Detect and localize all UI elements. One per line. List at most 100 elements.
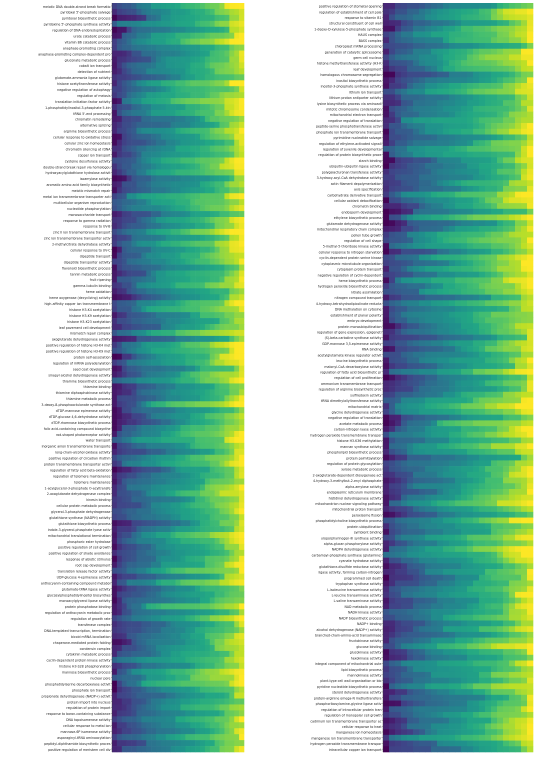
row-label: regulation of protein glycosylation <box>327 462 382 466</box>
heatmap-cell <box>156 615 162 622</box>
heatmap-cell <box>126 639 132 646</box>
heatmap-cell <box>239 14 245 22</box>
heatmap-cell <box>224 692 230 699</box>
row-label: 2-oxoglutarate-dependent dioxygenase act <box>313 473 383 477</box>
heatmap-cell <box>485 3 492 10</box>
heatmap-cell <box>521 145 528 152</box>
heatmap-cell <box>112 656 118 664</box>
heatmap-cell <box>407 191 414 198</box>
heatmap-cell <box>185 193 191 200</box>
heatmap-cell <box>141 341 147 349</box>
heatmap-cell <box>219 609 225 616</box>
heatmap-cell <box>131 383 137 390</box>
heatmap-cell <box>180 549 186 557</box>
heatmap-cell <box>175 460 181 467</box>
heatmap-cell <box>160 496 167 503</box>
heatmap-cell <box>401 100 408 107</box>
heatmap-cell <box>527 117 534 124</box>
heatmap-cell <box>160 579 167 586</box>
heatmap-cell <box>121 139 127 146</box>
heatmap-cell <box>209 324 215 331</box>
row-label: metal ion transmembrane transporter acti <box>43 195 111 199</box>
heatmap-cell <box>116 466 123 473</box>
heatmap-cell <box>527 203 534 210</box>
heatmap-cell <box>467 185 474 192</box>
heatmap-cell <box>239 508 245 515</box>
heatmap-cell <box>180 436 186 444</box>
heatmap-cell <box>160 157 167 164</box>
heatmap-cell <box>485 185 492 192</box>
heatmap-cell <box>491 111 498 118</box>
heatmap-cell <box>214 217 220 224</box>
heatmap-cell <box>419 237 426 244</box>
heatmap-cell <box>473 145 480 152</box>
heatmap-cell <box>234 716 240 723</box>
heatmap-cell <box>389 225 396 232</box>
heatmap-cell <box>239 686 245 693</box>
heatmap-cell <box>473 191 480 198</box>
heatmap-cell <box>121 508 127 515</box>
heatmap-cell <box>190 442 196 450</box>
heatmap-cell <box>170 674 176 681</box>
heatmap-cell <box>180 252 186 259</box>
heatmap-cell <box>467 157 474 164</box>
heatmap-cell <box>156 407 162 414</box>
heatmap-cell <box>156 490 162 497</box>
heatmap-cell <box>160 413 167 420</box>
heatmap-cell <box>180 68 186 75</box>
heatmap-cell <box>200 585 206 592</box>
heatmap-cell <box>190 425 196 432</box>
heatmap-cell <box>175 38 181 45</box>
heatmap-cell <box>219 597 225 604</box>
heatmap-cell <box>401 168 408 175</box>
heatmap-cell <box>131 139 137 146</box>
row-label: sulfiredoxin activity <box>350 393 381 397</box>
heatmap-cell <box>121 680 127 687</box>
heatmap-cell <box>214 80 220 87</box>
heatmap-cell <box>180 145 186 152</box>
row-label: cyanate hydratase activity <box>339 559 382 563</box>
row-label: regulation of mRNA polyadenylation <box>53 361 111 365</box>
heatmap-cell <box>136 413 142 420</box>
heatmap-cell <box>503 208 510 215</box>
row-label: histidinol dehydrogenase activity <box>329 496 382 500</box>
heatmap-cell <box>437 163 444 170</box>
heatmap-cell <box>156 585 162 592</box>
heatmap-cell <box>165 32 171 39</box>
row-label: pyridoxal 5'-phosphate salvage <box>61 11 111 15</box>
heatmap-cell <box>200 401 206 408</box>
heatmap-cell <box>141 436 147 444</box>
heatmap-cell <box>219 698 225 705</box>
heatmap-cell <box>170 645 176 652</box>
heatmap-cell <box>136 264 142 271</box>
heatmap-cell <box>224 413 230 420</box>
heatmap-cell <box>224 615 230 622</box>
heatmap-cell <box>112 217 118 224</box>
heatmap-cell <box>515 14 522 21</box>
heatmap-cell <box>204 276 211 283</box>
heatmap-cell <box>449 60 456 67</box>
heatmap-cell <box>239 520 245 527</box>
heatmap-cell <box>146 318 152 325</box>
heatmap-cell <box>389 37 396 44</box>
heatmap-cell <box>195 312 201 319</box>
heatmap-cell <box>479 14 486 21</box>
heatmap-cell <box>146 288 152 295</box>
row-label: peptidyl-diphthamide biosynthetic proces <box>44 742 111 746</box>
heatmap-cell <box>126 335 132 343</box>
heatmap-cell <box>509 185 516 192</box>
heatmap-cell <box>239 193 245 200</box>
heatmap-cell <box>479 220 486 227</box>
heatmap-cell <box>126 264 132 271</box>
heatmap-cell <box>165 615 171 622</box>
row-label: positive regulation of meristem cell div <box>48 748 110 752</box>
heatmap-cell <box>190 395 196 402</box>
heatmap-cell <box>200 627 206 634</box>
heatmap-cell <box>461 140 468 147</box>
heatmap-cell <box>190 175 196 182</box>
heatmap-cell <box>219 734 225 741</box>
heatmap-cell <box>491 191 498 198</box>
heatmap-cell <box>180 722 186 729</box>
heatmap-cell <box>170 187 176 194</box>
heatmap-cell <box>491 94 498 101</box>
